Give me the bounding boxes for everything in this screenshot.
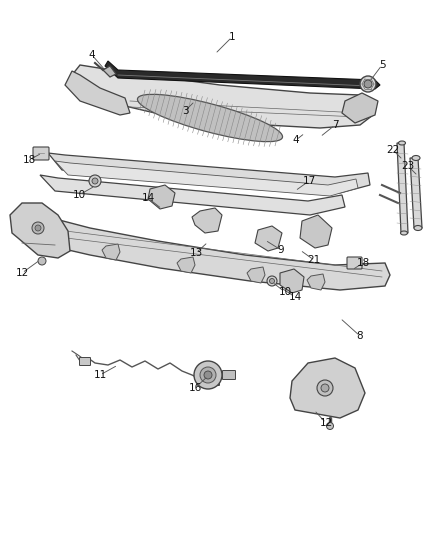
- Text: 3: 3: [182, 106, 188, 116]
- Text: 11: 11: [93, 370, 106, 380]
- Ellipse shape: [399, 141, 406, 145]
- Polygon shape: [10, 203, 70, 258]
- Polygon shape: [65, 71, 130, 115]
- Ellipse shape: [400, 231, 407, 235]
- Circle shape: [326, 423, 333, 430]
- Polygon shape: [192, 208, 222, 233]
- Text: 1: 1: [229, 32, 235, 42]
- Circle shape: [89, 175, 101, 187]
- Circle shape: [194, 361, 222, 389]
- Polygon shape: [148, 185, 175, 209]
- Polygon shape: [397, 143, 408, 233]
- Circle shape: [269, 279, 275, 284]
- Polygon shape: [48, 153, 370, 193]
- Text: 4: 4: [293, 135, 299, 145]
- Text: 12: 12: [319, 418, 332, 428]
- Circle shape: [267, 276, 277, 286]
- Polygon shape: [40, 175, 345, 215]
- Text: 23: 23: [401, 161, 415, 171]
- Polygon shape: [20, 215, 390, 290]
- Polygon shape: [247, 267, 265, 283]
- Circle shape: [360, 76, 376, 92]
- Polygon shape: [300, 215, 332, 248]
- Polygon shape: [68, 65, 375, 128]
- Polygon shape: [103, 66, 116, 77]
- Polygon shape: [307, 274, 325, 290]
- FancyBboxPatch shape: [33, 147, 49, 160]
- Text: 14: 14: [288, 292, 302, 302]
- Circle shape: [364, 80, 372, 88]
- Circle shape: [32, 222, 44, 234]
- Circle shape: [200, 367, 216, 383]
- FancyBboxPatch shape: [223, 370, 236, 379]
- Ellipse shape: [138, 94, 283, 142]
- Circle shape: [204, 371, 212, 379]
- Text: 18: 18: [22, 155, 35, 165]
- Text: 4: 4: [88, 50, 95, 60]
- Polygon shape: [290, 358, 365, 418]
- Text: 14: 14: [141, 193, 155, 203]
- Circle shape: [35, 225, 41, 231]
- Text: 10: 10: [279, 287, 292, 297]
- Text: 22: 22: [386, 145, 399, 155]
- Ellipse shape: [414, 225, 422, 230]
- Text: 17: 17: [302, 176, 316, 186]
- Text: 16: 16: [188, 383, 201, 393]
- Text: 13: 13: [189, 248, 203, 258]
- Text: 10: 10: [72, 190, 85, 200]
- Text: 8: 8: [357, 331, 363, 341]
- Text: 5: 5: [379, 60, 385, 70]
- Polygon shape: [255, 226, 282, 251]
- Polygon shape: [105, 61, 380, 89]
- Polygon shape: [55, 161, 358, 196]
- Text: 21: 21: [307, 255, 321, 265]
- FancyBboxPatch shape: [205, 376, 219, 385]
- Ellipse shape: [412, 156, 420, 160]
- Polygon shape: [102, 244, 120, 260]
- Text: 9: 9: [278, 245, 284, 255]
- FancyBboxPatch shape: [80, 358, 91, 366]
- Text: 12: 12: [15, 268, 28, 278]
- Polygon shape: [177, 257, 195, 273]
- Circle shape: [38, 257, 46, 265]
- Circle shape: [92, 178, 98, 184]
- Text: 18: 18: [357, 258, 370, 268]
- Polygon shape: [342, 93, 378, 123]
- Polygon shape: [280, 269, 304, 293]
- Circle shape: [321, 384, 329, 392]
- FancyBboxPatch shape: [347, 257, 362, 269]
- Polygon shape: [410, 158, 422, 228]
- Text: 7: 7: [332, 120, 338, 130]
- Circle shape: [317, 380, 333, 396]
